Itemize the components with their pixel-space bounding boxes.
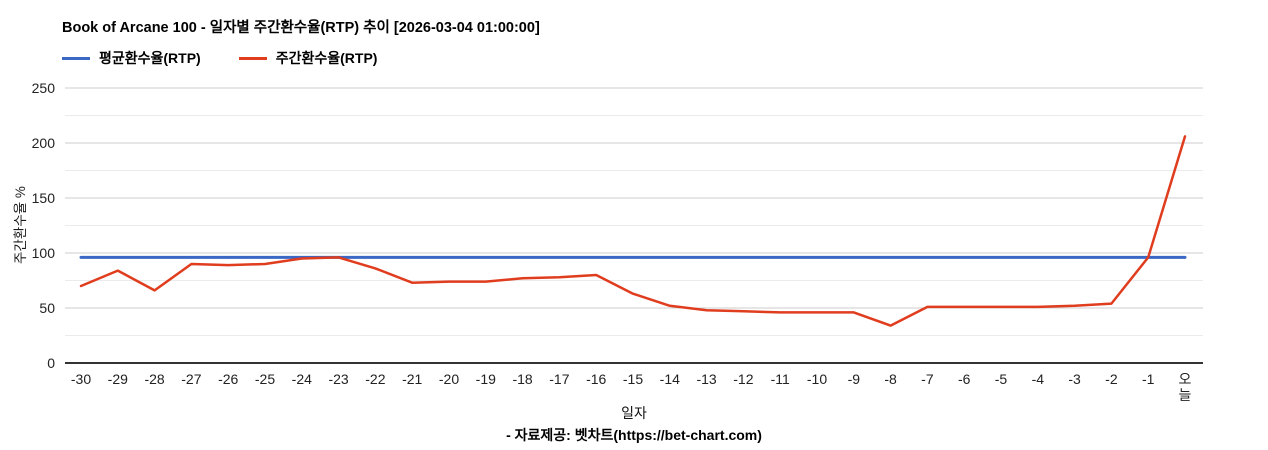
x-tick-label: 오늘	[1178, 371, 1192, 404]
legend-line-swatch-blue	[62, 56, 90, 60]
x-tick-label: -23	[328, 371, 349, 387]
x-tick-label: -22	[365, 371, 386, 387]
x-tick-label: -2	[1105, 371, 1118, 387]
x-tick-label: -26	[218, 371, 239, 387]
x-tick-label: -7	[921, 371, 934, 387]
y-tick-label: 50	[39, 300, 55, 316]
x-tick-label: -27	[181, 371, 202, 387]
x-tick-label: -18	[512, 371, 533, 387]
x-tick-label: -4	[1031, 371, 1045, 387]
legend-item-weekly-rtp[interactable]: 주간환수율(RTP)	[238, 48, 378, 68]
legend-item-average-rtp[interactable]: 평균환수율(RTP)	[62, 48, 201, 68]
x-tick-label: -17	[549, 371, 570, 387]
x-tick-label: -12	[733, 371, 754, 387]
legend-label-average-rtp: 평균환수율(RTP)	[99, 50, 201, 66]
y-tick-label: 250	[31, 80, 55, 96]
x-tick-label: -30	[70, 371, 92, 387]
x-tick-label: -11	[770, 371, 790, 387]
x-tick-label: -16	[586, 371, 607, 387]
series-line-weekly-rtp	[79, 135, 1187, 327]
x-tick-label: -20	[438, 371, 460, 387]
x-tick-label: -21	[402, 371, 423, 387]
x-tick-label: -28	[144, 371, 165, 387]
x-tick-label: -14	[659, 371, 680, 387]
y-tick-label: 0	[47, 355, 55, 371]
chart-title: Book of Arcane 100 - 일자별 주간환수율(RTP) 추이 […	[62, 20, 540, 36]
legend: 평균환수율(RTP) 주간환수율(RTP)	[62, 48, 377, 68]
x-tick-label: -6	[957, 371, 971, 387]
x-tick-label: -10	[806, 371, 828, 387]
legend-line-swatch-red	[238, 56, 267, 60]
y-tick-label: 200	[31, 135, 55, 151]
x-tick-label: -13	[696, 371, 717, 387]
x-tick-label: -15	[622, 371, 644, 387]
x-tick-label: -29	[107, 371, 128, 387]
x-tick-label: -5	[994, 371, 1008, 387]
attribution-text: - 자료제공: 벳차트(https://bet-chart.com)	[506, 427, 762, 443]
x-tick-label: -24	[291, 371, 312, 387]
y-tick-label: 150	[31, 190, 55, 206]
x-tick-label: -19	[475, 371, 496, 387]
x-tick-label: -8	[884, 371, 897, 387]
y-tick-label: 100	[31, 245, 55, 261]
legend-label-weekly-rtp: 주간환수율(RTP)	[275, 50, 378, 66]
x-tick-label: -9	[847, 371, 861, 387]
x-tick-label: -1	[1141, 371, 1155, 387]
x-tick-label: -3	[1068, 371, 1081, 387]
x-tick-label: -25	[254, 371, 276, 387]
x-axis-title: 일자	[621, 405, 647, 421]
